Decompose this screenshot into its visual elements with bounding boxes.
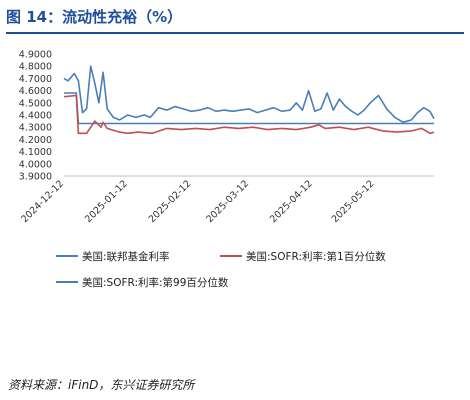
x-tick-label: 2025-04-12 bbox=[268, 178, 315, 225]
x-tick-label: 2025-01-12 bbox=[83, 178, 130, 225]
y-tick-label: 4.3000 bbox=[19, 123, 52, 134]
legend-label: 美国:SOFR:利率:第99百分位数 bbox=[82, 276, 229, 289]
x-tick-label: 2025-05-12 bbox=[330, 178, 377, 225]
y-tick-label: 4.9000 bbox=[19, 50, 52, 61]
legend-label: 美国:联邦基金利率 bbox=[82, 250, 170, 263]
series-line-3 bbox=[63, 65, 435, 124]
y-tick-label: 4.1000 bbox=[19, 147, 52, 158]
y-tick-label: 4.0000 bbox=[19, 159, 52, 170]
source-note: 资料来源：iFinD，东兴证券研究所 bbox=[8, 378, 195, 392]
y-tick-label: 4.8000 bbox=[19, 62, 52, 73]
x-axis: 2024-12-12 2025-01-12 2025-02-12 2025-03-12… bbox=[19, 175, 434, 225]
y-tick-label: 4.2000 bbox=[19, 135, 52, 146]
y-tick-label: 3.9000 bbox=[19, 172, 52, 183]
series-lines bbox=[63, 65, 435, 135]
y-tick-label: 4.6000 bbox=[19, 86, 52, 97]
x-tick-label: 2025-02-12 bbox=[147, 178, 194, 225]
y-tick-label: 4.7000 bbox=[19, 74, 52, 85]
x-tick-label: 2025-03-12 bbox=[204, 178, 251, 225]
page-title: 图 14：流动性充裕（%） bbox=[6, 8, 183, 26]
legend-label: 美国:SOFR:利率:第1百分位数 bbox=[246, 250, 386, 263]
title-underline bbox=[6, 32, 464, 34]
y-tick-label: 4.4000 bbox=[19, 111, 52, 122]
legend: 美国:联邦基金利率 美国:SOFR:利率:第1百分位数美国:SOFR:利率:第99… bbox=[56, 250, 386, 289]
y-tick-label: 4.5000 bbox=[19, 98, 52, 109]
x-tick-label: 2024-12-12 bbox=[19, 178, 66, 225]
series-line-2 bbox=[63, 94, 435, 135]
